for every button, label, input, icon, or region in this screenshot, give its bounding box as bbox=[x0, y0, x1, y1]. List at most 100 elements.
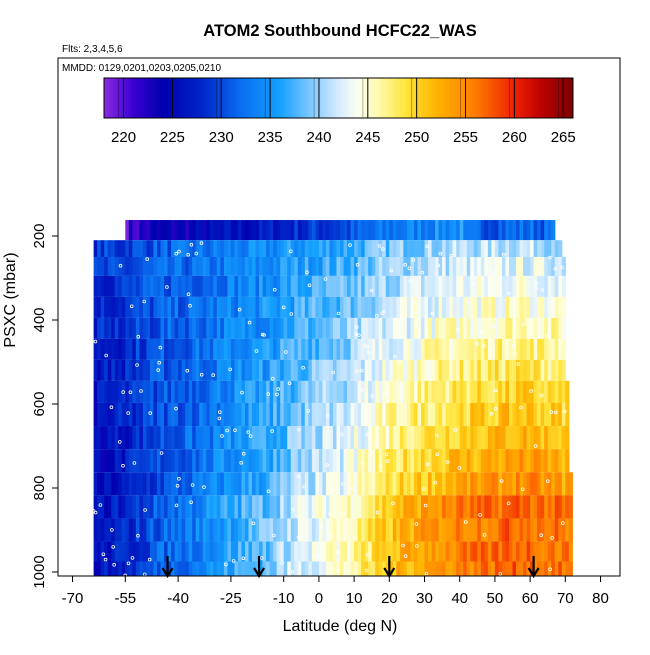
heatmap-cell bbox=[114, 359, 119, 381]
heatmap-cell bbox=[530, 402, 535, 427]
heatmap-cell bbox=[519, 472, 524, 496]
sample-dot bbox=[331, 370, 336, 375]
heatmap-cell bbox=[385, 275, 390, 297]
heatmap-cell bbox=[516, 240, 521, 257]
heatmap-cell bbox=[164, 495, 169, 519]
colorbar-segment bbox=[555, 78, 559, 118]
heatmap-cell bbox=[104, 338, 109, 360]
heatmap-cell bbox=[111, 338, 116, 360]
heatmap-cell bbox=[181, 495, 186, 519]
heatmap-cell bbox=[174, 257, 179, 276]
heatmap-cell bbox=[473, 338, 478, 360]
heatmap-cell bbox=[537, 449, 542, 473]
heatmap-cell bbox=[132, 472, 137, 496]
heatmap-cell bbox=[199, 495, 204, 519]
heatmap-cell bbox=[171, 275, 176, 297]
heatmap-cell bbox=[276, 518, 281, 542]
heatmap-cell bbox=[107, 359, 112, 381]
heatmap-cell bbox=[505, 275, 510, 297]
heatmap-cell bbox=[220, 359, 225, 381]
heatmap-cell bbox=[311, 472, 316, 496]
heatmap-cell bbox=[142, 338, 148, 360]
heatmap-cell bbox=[329, 518, 334, 542]
heatmap-cell bbox=[494, 495, 500, 519]
heatmap-cell bbox=[392, 275, 397, 297]
heatmap-cell bbox=[304, 296, 309, 318]
heatmap-cell bbox=[357, 380, 362, 403]
heatmap-cell bbox=[329, 359, 334, 381]
heatmap-cell bbox=[530, 338, 535, 360]
heatmap-cell bbox=[248, 518, 253, 542]
heatmap-cell bbox=[93, 275, 98, 297]
heatmap-cell bbox=[396, 380, 401, 403]
heatmap-cell bbox=[100, 449, 105, 473]
heatmap-cell bbox=[406, 317, 412, 339]
heatmap-cell bbox=[537, 317, 542, 339]
heatmap-cell bbox=[213, 380, 218, 403]
heatmap-cell bbox=[237, 426, 243, 450]
heatmap-cell bbox=[399, 472, 404, 496]
heatmap-cell bbox=[188, 338, 193, 360]
heatmap-cell bbox=[156, 359, 162, 381]
heatmap-cell bbox=[181, 240, 186, 257]
heatmap-cell bbox=[428, 257, 433, 276]
heatmap-cell bbox=[174, 296, 179, 318]
heatmap-cell bbox=[266, 426, 271, 450]
sample-dot bbox=[246, 430, 251, 434]
y-tick-label: 1000 bbox=[31, 555, 48, 588]
heatmap-cell bbox=[508, 240, 514, 257]
heatmap-cell bbox=[244, 541, 250, 562]
sample-dot bbox=[475, 341, 480, 346]
heatmap-cell bbox=[484, 296, 489, 318]
heatmap-cell bbox=[114, 380, 119, 403]
heatmap-cell bbox=[255, 541, 260, 562]
heatmap-cell bbox=[480, 518, 485, 542]
heatmap-cell bbox=[477, 240, 482, 257]
heatmap-cell bbox=[280, 541, 285, 562]
colorbar-segment bbox=[405, 78, 410, 118]
heatmap-cell bbox=[435, 472, 440, 496]
heatmap-cell bbox=[192, 472, 197, 496]
heatmap-cell bbox=[385, 449, 390, 473]
heatmap-cell bbox=[350, 518, 355, 542]
heatmap-cell bbox=[213, 220, 218, 241]
heatmap-cell bbox=[487, 426, 492, 450]
heatmap-cell bbox=[480, 240, 485, 257]
heatmap-cell bbox=[537, 359, 542, 381]
x-axis-label: Latitude (deg N) bbox=[283, 618, 398, 635]
heatmap-layer bbox=[93, 402, 570, 427]
heatmap-cell bbox=[343, 359, 348, 381]
sample-dot bbox=[328, 534, 333, 539]
heatmap-cell bbox=[523, 449, 528, 473]
heatmap-cell bbox=[445, 426, 450, 450]
heatmap-cell bbox=[255, 275, 260, 297]
heatmap-cell bbox=[516, 257, 521, 276]
heatmap-cell bbox=[185, 296, 190, 318]
heatmap-cell bbox=[456, 426, 461, 450]
colorbar-segment bbox=[309, 78, 313, 118]
heatmap-cell bbox=[128, 220, 133, 241]
heatmap-cell bbox=[329, 275, 334, 297]
heatmap-cell bbox=[438, 257, 443, 276]
heatmap-cell bbox=[452, 296, 457, 318]
heatmap-cell bbox=[227, 541, 232, 562]
heatmap-cell bbox=[368, 472, 373, 496]
heatmap-cell bbox=[100, 380, 105, 403]
heatmap-cell bbox=[350, 541, 355, 562]
heatmap-cell bbox=[491, 359, 496, 381]
heatmap-cell bbox=[420, 518, 426, 542]
colorbar-tick-label: 245 bbox=[355, 129, 380, 146]
heatmap-cell bbox=[149, 561, 155, 576]
heatmap-cell bbox=[523, 495, 528, 519]
heatmap-cell bbox=[554, 472, 559, 496]
heatmap-cell bbox=[512, 402, 517, 427]
heatmap-cell bbox=[329, 561, 334, 576]
heatmap-cell bbox=[449, 472, 454, 496]
heatmap-cell bbox=[206, 338, 211, 360]
heatmap-cell bbox=[311, 380, 316, 403]
heatmap-cell bbox=[149, 402, 155, 427]
heatmap-cell bbox=[431, 296, 436, 318]
heatmap-cell bbox=[361, 495, 366, 519]
heatmap-cell bbox=[406, 220, 412, 241]
heatmap-cell bbox=[118, 561, 123, 576]
